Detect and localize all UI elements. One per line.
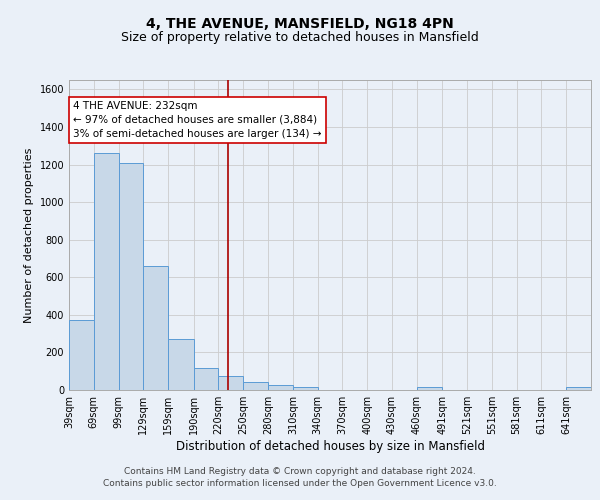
- Bar: [268, 386, 293, 390]
- Bar: [94, 154, 119, 390]
- Bar: [417, 386, 442, 390]
- Bar: [243, 382, 268, 390]
- X-axis label: Distribution of detached houses by size in Mansfield: Distribution of detached houses by size …: [176, 440, 485, 453]
- Bar: [566, 387, 591, 390]
- Y-axis label: Number of detached properties: Number of detached properties: [24, 148, 34, 322]
- Bar: [218, 376, 243, 390]
- Bar: [168, 340, 194, 390]
- Bar: [69, 320, 94, 390]
- Text: 4, THE AVENUE, MANSFIELD, NG18 4PN: 4, THE AVENUE, MANSFIELD, NG18 4PN: [146, 18, 454, 32]
- Text: 4 THE AVENUE: 232sqm
← 97% of detached houses are smaller (3,884)
3% of semi-det: 4 THE AVENUE: 232sqm ← 97% of detached h…: [73, 100, 322, 138]
- Bar: [194, 368, 218, 390]
- Text: Contains HM Land Registry data © Crown copyright and database right 2024.
Contai: Contains HM Land Registry data © Crown c…: [103, 466, 497, 487]
- Bar: [143, 266, 168, 390]
- Bar: [293, 387, 317, 390]
- Bar: [119, 162, 143, 390]
- Text: Size of property relative to detached houses in Mansfield: Size of property relative to detached ho…: [121, 31, 479, 44]
